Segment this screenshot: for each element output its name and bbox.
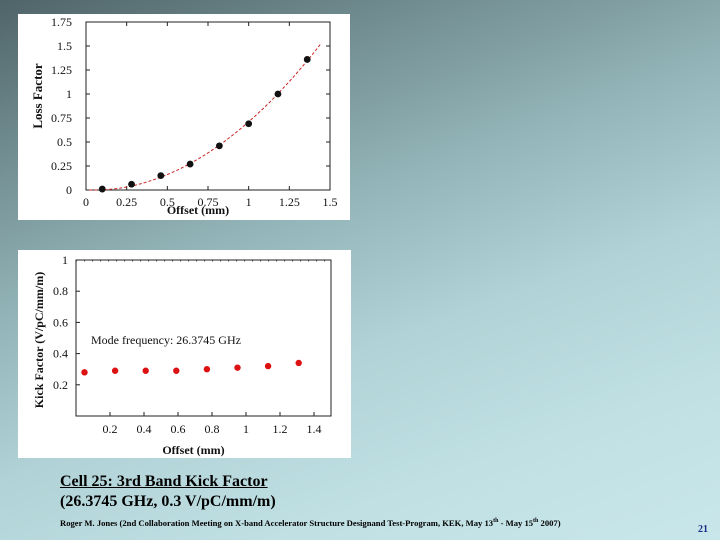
x-tick-label: 1.25 (279, 195, 300, 209)
data-point (215, 142, 223, 150)
y-tick-label: 1.5 (57, 39, 72, 53)
x-axis-label: Offset (mm) (162, 443, 224, 457)
y-tick-label: 1.25 (51, 63, 72, 77)
caption-title: Cell 25: 3rd Band Kick Factor (60, 473, 268, 490)
page-number: 21 (698, 524, 708, 535)
kick-factor-chart-panel: 0.2 0.4 0.6 0.8 1 1.2 1.4 0.2 0.4 0.6 0.8 1 Mode fre… (18, 250, 351, 458)
x-tick-label: 1.2 (273, 422, 288, 436)
loss-factor-chart-panel: 0 0.25 0.5 0.75 1 1.25 1.5 0 0.25 0.5 0.75 1 1.25 1.5… (18, 14, 350, 220)
x-tick-label: 1.5 (323, 195, 338, 209)
data-point (274, 90, 282, 98)
x-tick-label: 1 (243, 422, 249, 436)
data-point (173, 367, 180, 374)
footer-text-main: Roger M. Jones (2nd Collaboration Meetin… (60, 518, 494, 528)
mode-frequency-annotation: Mode frequency: 26.3745 GHz (91, 333, 241, 347)
y-tick-label: 0.75 (51, 111, 72, 125)
data-point (157, 172, 165, 180)
footer-text-end: 2007) (538, 518, 561, 528)
y-tick-label: 0.6 (53, 315, 68, 329)
x-tick-label: 0 (83, 195, 89, 209)
y-tick-label: 0.4 (53, 347, 68, 361)
data-point (264, 362, 272, 370)
fit-curve (89, 44, 321, 191)
x-tick-label: 0.25 (116, 195, 137, 209)
x-tick-label: 0.75 (198, 195, 219, 209)
y-tick-label: 0.2 (53, 378, 68, 392)
data-point (128, 180, 135, 188)
y-tick-label: 0 (66, 183, 72, 197)
data-point (203, 366, 211, 373)
data-point (303, 56, 311, 63)
footer-text-mid: - May 15 (498, 518, 534, 528)
footer-citation: Roger M. Jones (2nd Collaboration Meetin… (60, 518, 561, 528)
x-tick-label: 0.6 (171, 422, 186, 436)
y-axis-label: Loss Factor (30, 63, 45, 129)
data-point (234, 364, 241, 371)
y-tick-label: 0.5 (57, 135, 72, 149)
x-axis-label: Offset (mm) (167, 203, 229, 217)
x-tick-label: 0.2 (103, 422, 118, 436)
x-tick-label: 1.4 (307, 422, 322, 436)
footer-sup-2: th (533, 518, 539, 525)
y-axis-label: Kick Factor (V/pC/mm/m) (32, 272, 46, 408)
y-tick-label: 0.8 (53, 284, 68, 298)
data-point (81, 369, 88, 376)
plot-frame (85, 21, 331, 191)
x-tick-label: 0.4 (137, 422, 152, 436)
footer-sup-1: th (493, 518, 499, 525)
plot-frame (75, 259, 332, 417)
y-tick-label: 1 (66, 87, 72, 101)
data-point (186, 160, 194, 168)
y-tick-label: 0.25 (51, 159, 72, 173)
data-point (142, 367, 149, 374)
data-point (245, 120, 253, 128)
data-point (98, 185, 106, 193)
y-tick-label: 1 (62, 253, 68, 267)
caption-subtitle: (26.3745 GHz, 0.3 V/pC/mm/m) (60, 493, 276, 510)
x-tick-label: 0.8 (205, 422, 220, 436)
y-tick-label: 1.75 (51, 15, 72, 29)
data-point (295, 359, 302, 367)
x-tick-label: 1 (246, 195, 252, 209)
loss-factor-chart: 0 0.25 0.5 0.75 1 1.25 1.5 0 0.25 0.5 0.75 1 1.25 1.5… (30, 15, 338, 217)
kick-factor-chart: 0.2 0.4 0.6 0.8 1 1.2 1.4 0.2 0.4 0.6 0.8 1 Mode fre… (32, 253, 332, 457)
x-tick-label: 0.5 (160, 195, 175, 209)
data-point (111, 367, 119, 374)
